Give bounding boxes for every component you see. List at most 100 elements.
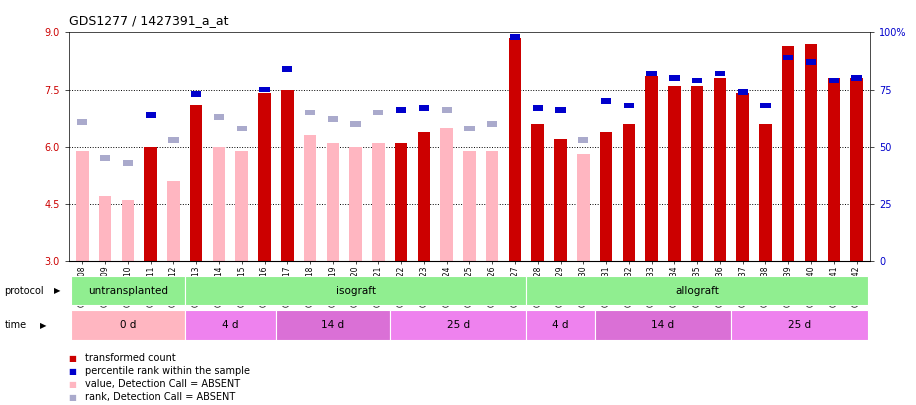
Bar	[691, 86, 703, 261]
Bar	[527, 310, 594, 339]
Bar	[418, 132, 431, 261]
Bar	[258, 94, 271, 261]
Bar	[389, 310, 527, 339]
Bar	[213, 147, 225, 261]
Bar	[531, 124, 544, 261]
Text: ▶: ▶	[54, 286, 60, 295]
Bar	[783, 55, 793, 60]
Bar	[100, 156, 110, 161]
Bar	[282, 66, 292, 72]
Text: isograft: isograft	[335, 286, 376, 296]
Bar	[145, 147, 157, 261]
Text: 25 d: 25 d	[446, 320, 470, 330]
Bar	[623, 124, 635, 261]
Bar	[554, 139, 567, 261]
Bar	[123, 160, 133, 166]
Text: 0 d: 0 d	[120, 320, 136, 330]
Bar	[395, 143, 408, 261]
Bar	[827, 78, 840, 261]
Text: ■: ■	[69, 354, 77, 363]
Bar	[328, 117, 338, 122]
Bar	[463, 151, 475, 261]
Bar	[442, 107, 452, 113]
Bar	[527, 276, 868, 305]
Bar	[646, 76, 658, 261]
Bar	[737, 89, 747, 95]
Bar	[76, 151, 89, 261]
Bar	[670, 75, 680, 81]
Bar	[71, 276, 185, 305]
Bar	[487, 121, 497, 127]
Bar	[508, 38, 521, 261]
Bar	[806, 59, 816, 65]
Text: untransplanted: untransplanted	[88, 286, 168, 296]
Text: 14 d: 14 d	[322, 320, 344, 330]
Bar	[373, 110, 384, 115]
Text: 4 d: 4 d	[222, 320, 238, 330]
Bar	[185, 276, 527, 305]
Bar	[305, 110, 315, 115]
Bar	[624, 103, 634, 109]
Bar	[236, 126, 247, 131]
Text: time: time	[5, 320, 27, 330]
Text: ■: ■	[69, 380, 77, 389]
Bar	[351, 121, 361, 127]
Text: GDS1277 / 1427391_a_at: GDS1277 / 1427391_a_at	[69, 14, 228, 27]
Text: ▶: ▶	[40, 321, 47, 330]
Text: percentile rank within the sample: percentile rank within the sample	[85, 367, 250, 376]
Bar	[760, 103, 770, 109]
Bar	[235, 151, 248, 261]
Bar	[510, 34, 520, 40]
Bar	[213, 114, 224, 120]
Bar	[259, 87, 269, 92]
Bar	[600, 132, 612, 261]
Bar	[731, 310, 868, 339]
Bar	[578, 137, 588, 143]
Bar	[594, 310, 731, 339]
Bar	[190, 105, 202, 261]
Bar	[372, 143, 385, 261]
Bar	[441, 128, 453, 261]
Bar	[71, 310, 185, 339]
Bar	[736, 94, 749, 261]
Text: ■: ■	[69, 393, 77, 402]
Bar	[555, 107, 566, 113]
Bar	[327, 143, 339, 261]
Text: ■: ■	[69, 367, 77, 376]
Bar	[850, 78, 863, 261]
Bar	[577, 154, 590, 261]
Bar	[281, 90, 293, 261]
Text: 4 d: 4 d	[552, 320, 569, 330]
Text: value, Detection Call = ABSENT: value, Detection Call = ABSENT	[85, 379, 240, 389]
Text: 14 d: 14 d	[651, 320, 674, 330]
Bar	[714, 71, 725, 77]
Text: allograft: allograft	[675, 286, 719, 296]
Bar	[122, 200, 134, 261]
Bar	[77, 119, 88, 124]
Bar	[829, 78, 839, 83]
Bar	[185, 310, 276, 339]
Bar	[146, 112, 156, 117]
Bar	[601, 98, 611, 104]
Bar	[99, 196, 112, 261]
Bar	[191, 91, 202, 97]
Bar	[349, 147, 362, 261]
Bar	[168, 181, 180, 261]
Bar	[714, 78, 726, 261]
Bar	[759, 124, 771, 261]
Bar	[668, 86, 681, 261]
Bar	[419, 105, 429, 111]
Text: 25 d: 25 d	[788, 320, 812, 330]
Bar	[464, 126, 474, 131]
Bar	[851, 75, 862, 81]
Bar	[692, 78, 703, 83]
Bar	[486, 151, 498, 261]
Bar	[304, 135, 316, 261]
Bar	[396, 107, 407, 113]
Text: transformed count: transformed count	[85, 354, 176, 363]
Bar	[782, 46, 794, 261]
Bar	[532, 105, 543, 111]
Text: protocol: protocol	[5, 286, 44, 296]
Bar	[169, 137, 179, 143]
Text: rank, Detection Call = ABSENT: rank, Detection Call = ABSENT	[85, 392, 235, 402]
